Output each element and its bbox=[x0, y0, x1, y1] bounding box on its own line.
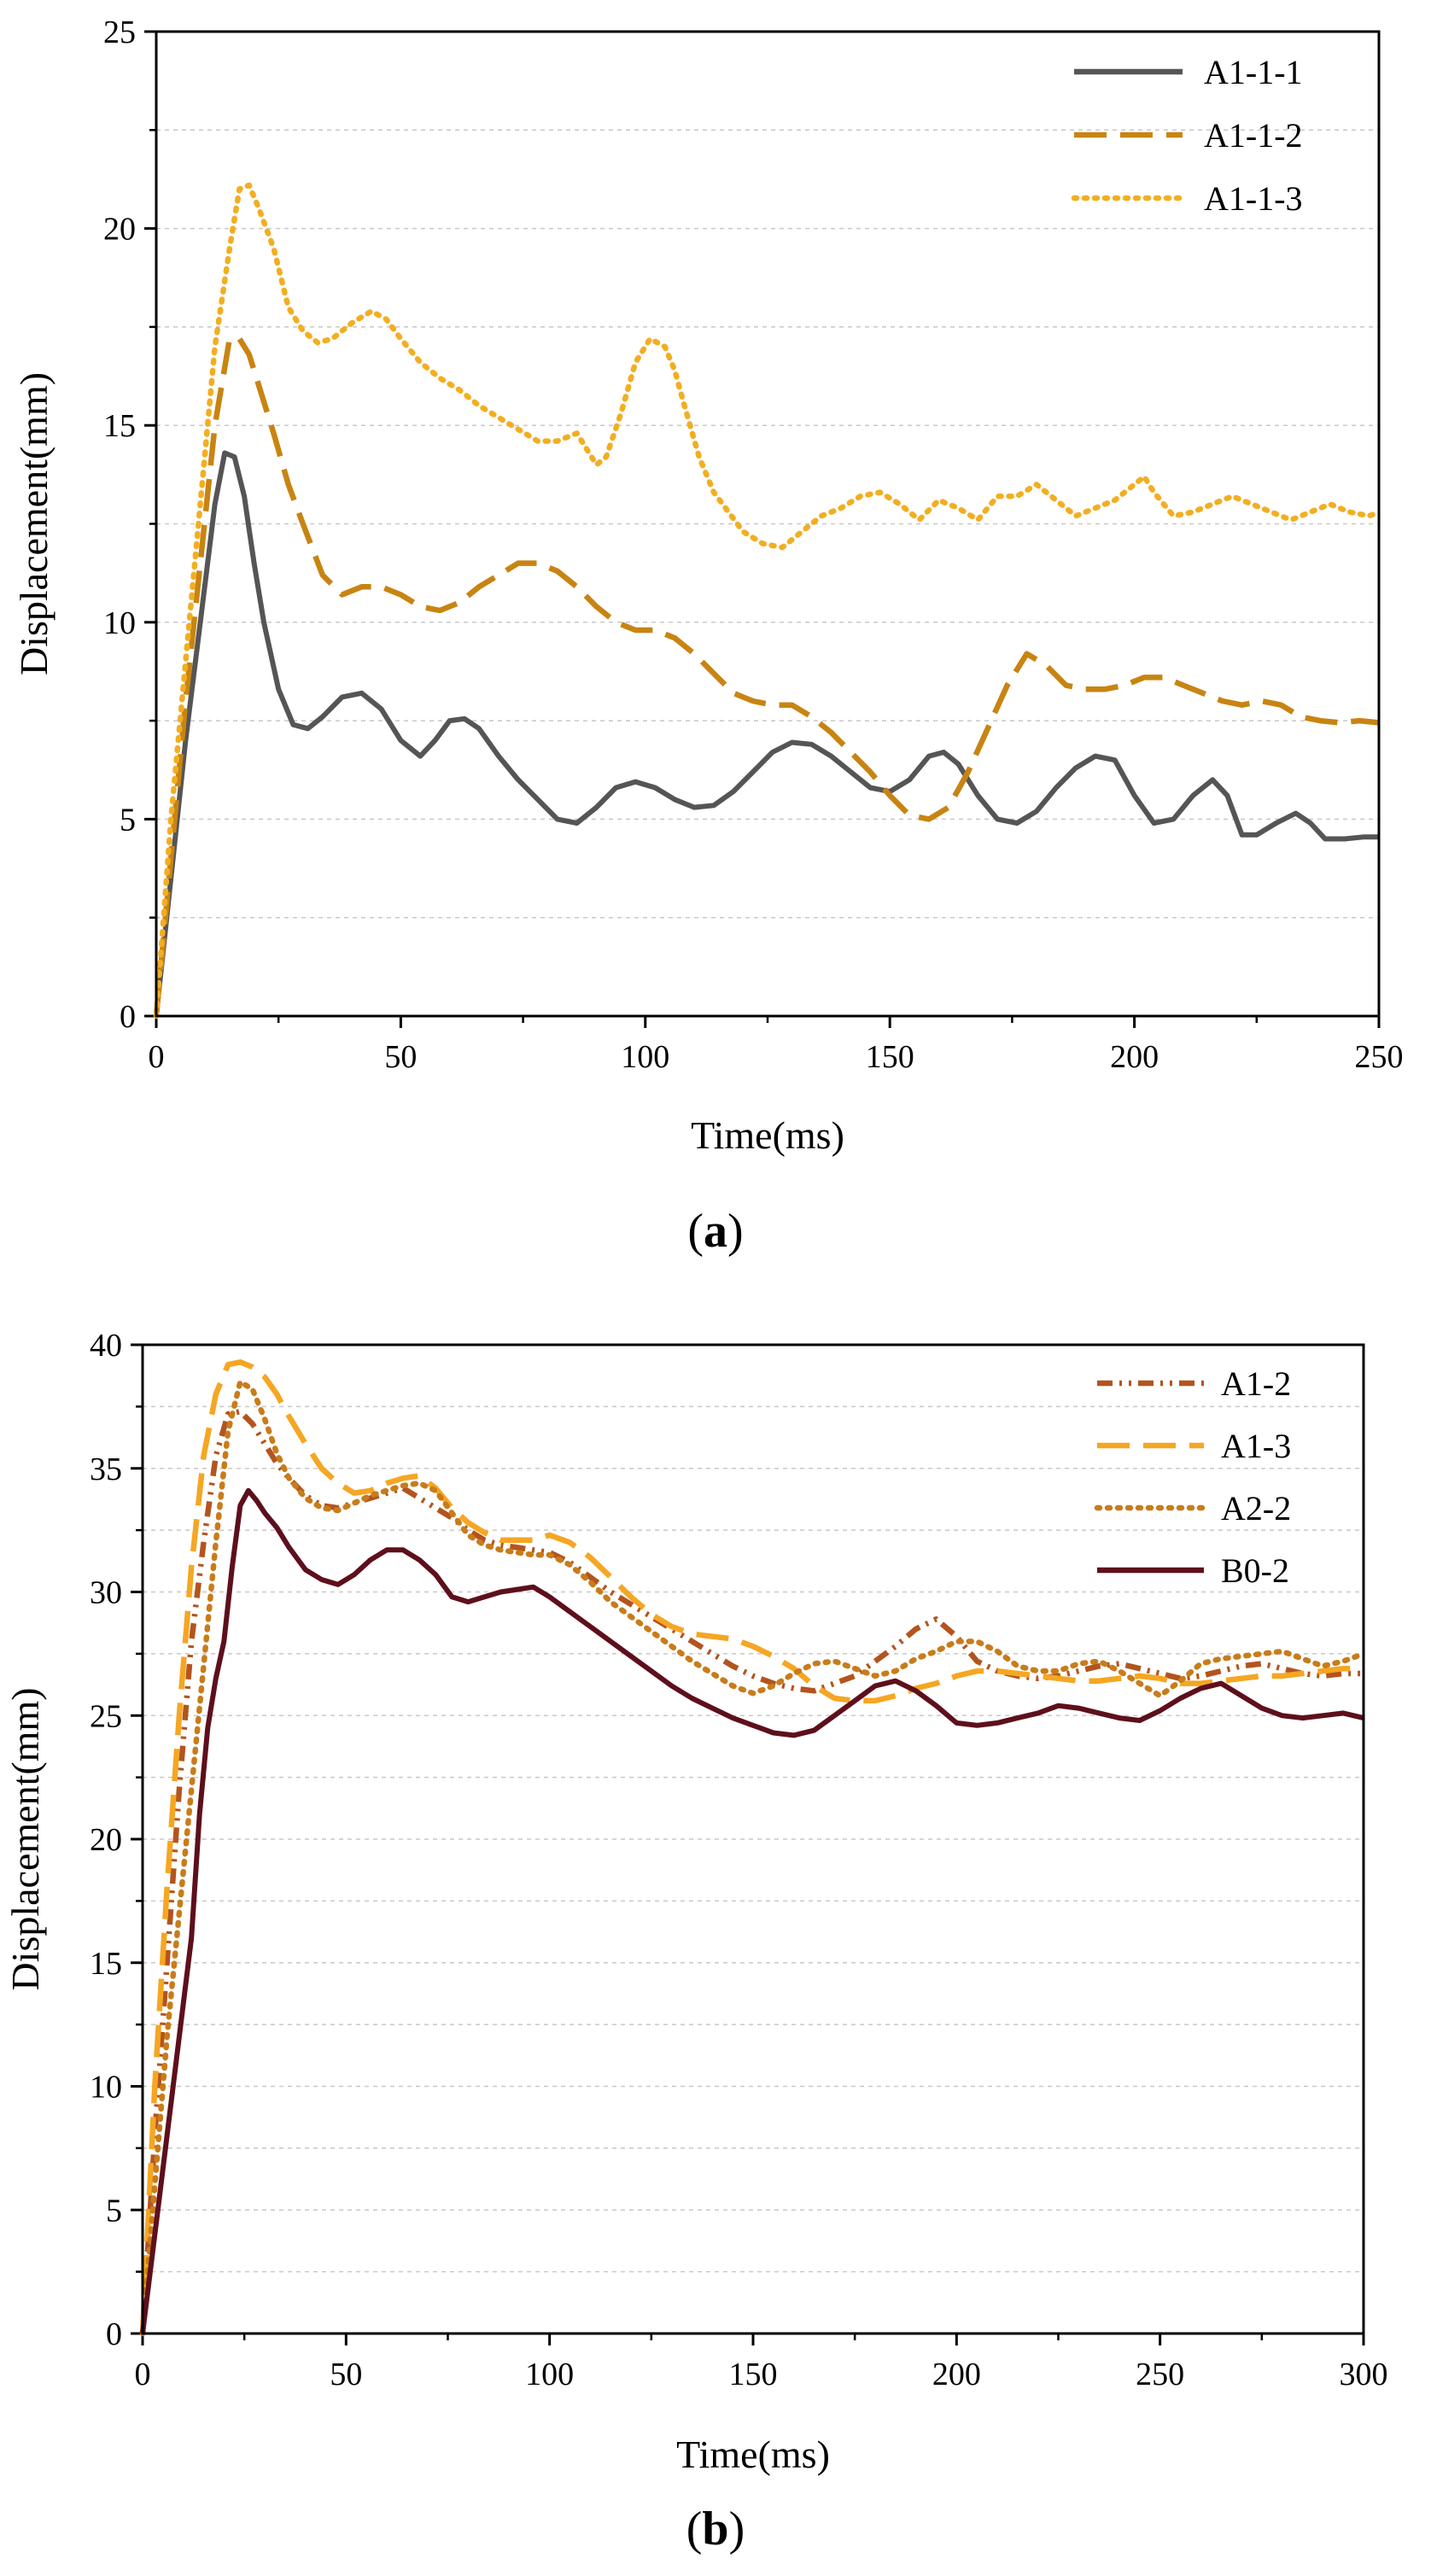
legend-label-B0-2: B0-2 bbox=[1221, 1551, 1289, 1590]
y-tick-label-b: 10 bbox=[90, 2070, 122, 2106]
x-tick-label-b: 200 bbox=[932, 2357, 981, 2392]
series-line-A1-1-1 bbox=[154, 450, 1379, 1017]
series-line-B0-2 bbox=[140, 1487, 1364, 2334]
x-tick-label-b: 300 bbox=[1340, 2357, 1388, 2392]
caption-b: (b) bbox=[686, 2503, 745, 2556]
y-axis-label-b: Displacement(mm) bbox=[3, 1687, 47, 1990]
legend-label-A1-2: A1-2 bbox=[1221, 1364, 1291, 1403]
y-tick-label-b: 20 bbox=[90, 1822, 122, 1858]
chart-panel-a: 0 50 100 150 200 2500510152025A1-1-1A1-1-2A1-… bbox=[12, 15, 1404, 1157]
legend-label-A1-3: A1-3 bbox=[1221, 1427, 1291, 1465]
series-line-A1-2 bbox=[139, 1408, 1364, 2334]
series-line-A1-3 bbox=[139, 1359, 1364, 2334]
y-tick-label-b: 5 bbox=[106, 2193, 122, 2228]
x-tick-label-b: 100 bbox=[525, 2357, 574, 2392]
caption-a: (a) bbox=[687, 1205, 744, 1258]
series-line-A2-2 bbox=[139, 1379, 1367, 2337]
x-axis-label-b: Time(ms) bbox=[676, 2433, 830, 2476]
x-tick-label-a: 50 bbox=[384, 1039, 417, 1075]
series-line-A1-1-2 bbox=[153, 336, 1380, 1017]
x-axis-label-a: Time(ms) bbox=[691, 1113, 844, 1157]
x-tick-label-b: 50 bbox=[330, 2357, 362, 2392]
y-tick-label-a: 0 bbox=[120, 999, 136, 1035]
legend-label-A1-1-2: A1-1-2 bbox=[1204, 116, 1303, 155]
y-axis-label-a: Displacement(mm) bbox=[12, 372, 55, 675]
y-tick-label-b: 40 bbox=[90, 1328, 122, 1364]
legend-a: A1-1-1 A1-1-2 A1-1-3 bbox=[1071, 53, 1303, 218]
x-tick-label-b: 150 bbox=[729, 2357, 778, 2392]
y-tick-label-a: 5 bbox=[120, 802, 136, 838]
chart-panel-b: 0 50 100 150 200 250 3000510152025303540A1-2A1… bbox=[3, 1328, 1388, 2476]
y-tick-label-b: 15 bbox=[90, 1946, 122, 1982]
x-tick-label-a: 0 bbox=[149, 1039, 165, 1075]
x-tick-label-a: 100 bbox=[621, 1039, 669, 1075]
x-tick-label-a: 150 bbox=[866, 1039, 914, 1075]
x-tick-label-a: 200 bbox=[1110, 1039, 1159, 1075]
y-tick-label-a: 15 bbox=[103, 408, 136, 444]
y-tick-label-b: 25 bbox=[90, 1698, 122, 1734]
series-line-A1-1-3 bbox=[153, 182, 1382, 1019]
legend-label-A1-1-3: A1-1-3 bbox=[1204, 179, 1303, 218]
y-tick-label-a: 20 bbox=[103, 212, 136, 248]
x-tick-label-a: 250 bbox=[1355, 1039, 1404, 1075]
y-tick-label-b: 0 bbox=[106, 2316, 122, 2352]
legend-label-A1-1-1: A1-1-1 bbox=[1204, 53, 1303, 91]
y-tick-label-a: 25 bbox=[103, 15, 136, 50]
x-tick-label-b: 0 bbox=[135, 2357, 151, 2392]
legend-b: A1-2 A1-3 A2-2 B0-2 bbox=[1094, 1364, 1291, 1590]
y-tick-label-b: 30 bbox=[90, 1575, 122, 1611]
y-tick-label-b: 35 bbox=[90, 1452, 122, 1487]
legend-label-A2-2: A2-2 bbox=[1221, 1489, 1291, 1527]
plot-frame-b bbox=[141, 1343, 1365, 2335]
caption-a-letter: a bbox=[704, 1205, 727, 1258]
caption-b-letter: b bbox=[702, 2503, 729, 2556]
y-tick-label-a: 10 bbox=[103, 605, 136, 641]
plot-frame-a bbox=[155, 30, 1381, 1018]
x-tick-label-b: 250 bbox=[1136, 2357, 1184, 2392]
